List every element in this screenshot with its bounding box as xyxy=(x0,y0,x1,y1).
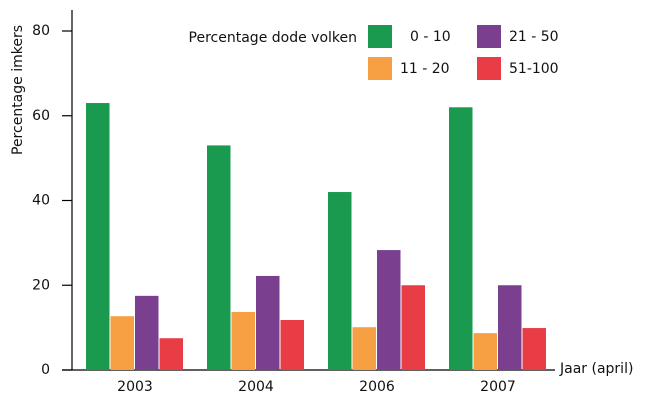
y-tick-label: 40 xyxy=(32,193,50,209)
legend-label: 11 - 20 xyxy=(400,61,450,77)
legend-title: Percentage dode volken xyxy=(189,30,357,46)
legend-label: 21 - 50 xyxy=(509,29,559,45)
bar xyxy=(522,328,546,370)
bar xyxy=(207,145,231,370)
y-tick-label: 0 xyxy=(41,362,50,378)
legend-swatch xyxy=(368,57,392,80)
bar xyxy=(280,319,304,370)
bar xyxy=(377,250,401,370)
bar xyxy=(352,327,376,370)
bar xyxy=(473,333,497,370)
bar xyxy=(159,338,183,370)
y-tick-label: 60 xyxy=(32,108,50,124)
bar xyxy=(401,285,425,370)
x-tick-label: 2006 xyxy=(359,379,395,395)
bar xyxy=(449,107,473,371)
x-tick-label: 2003 xyxy=(117,379,153,395)
y-axis-label: Percentage imkers xyxy=(10,25,26,155)
legend-label: 0 - 10 xyxy=(410,29,451,45)
x-tick-label: 2007 xyxy=(480,379,516,395)
bar xyxy=(256,275,280,370)
x-tick-label: 2004 xyxy=(238,379,274,395)
legend-swatch xyxy=(477,25,501,48)
legend-swatch xyxy=(368,25,392,48)
y-tick-label: 20 xyxy=(32,277,50,293)
bar xyxy=(86,103,110,370)
bar xyxy=(231,311,255,370)
legend-swatch xyxy=(477,57,501,80)
bar xyxy=(135,295,159,370)
x-axis-label: Jaar (april) xyxy=(559,361,633,377)
legend-label: 51-100 xyxy=(509,61,559,77)
bar xyxy=(328,192,352,370)
bar xyxy=(498,285,522,370)
y-tick-label: 80 xyxy=(32,23,50,39)
bar xyxy=(110,316,134,370)
